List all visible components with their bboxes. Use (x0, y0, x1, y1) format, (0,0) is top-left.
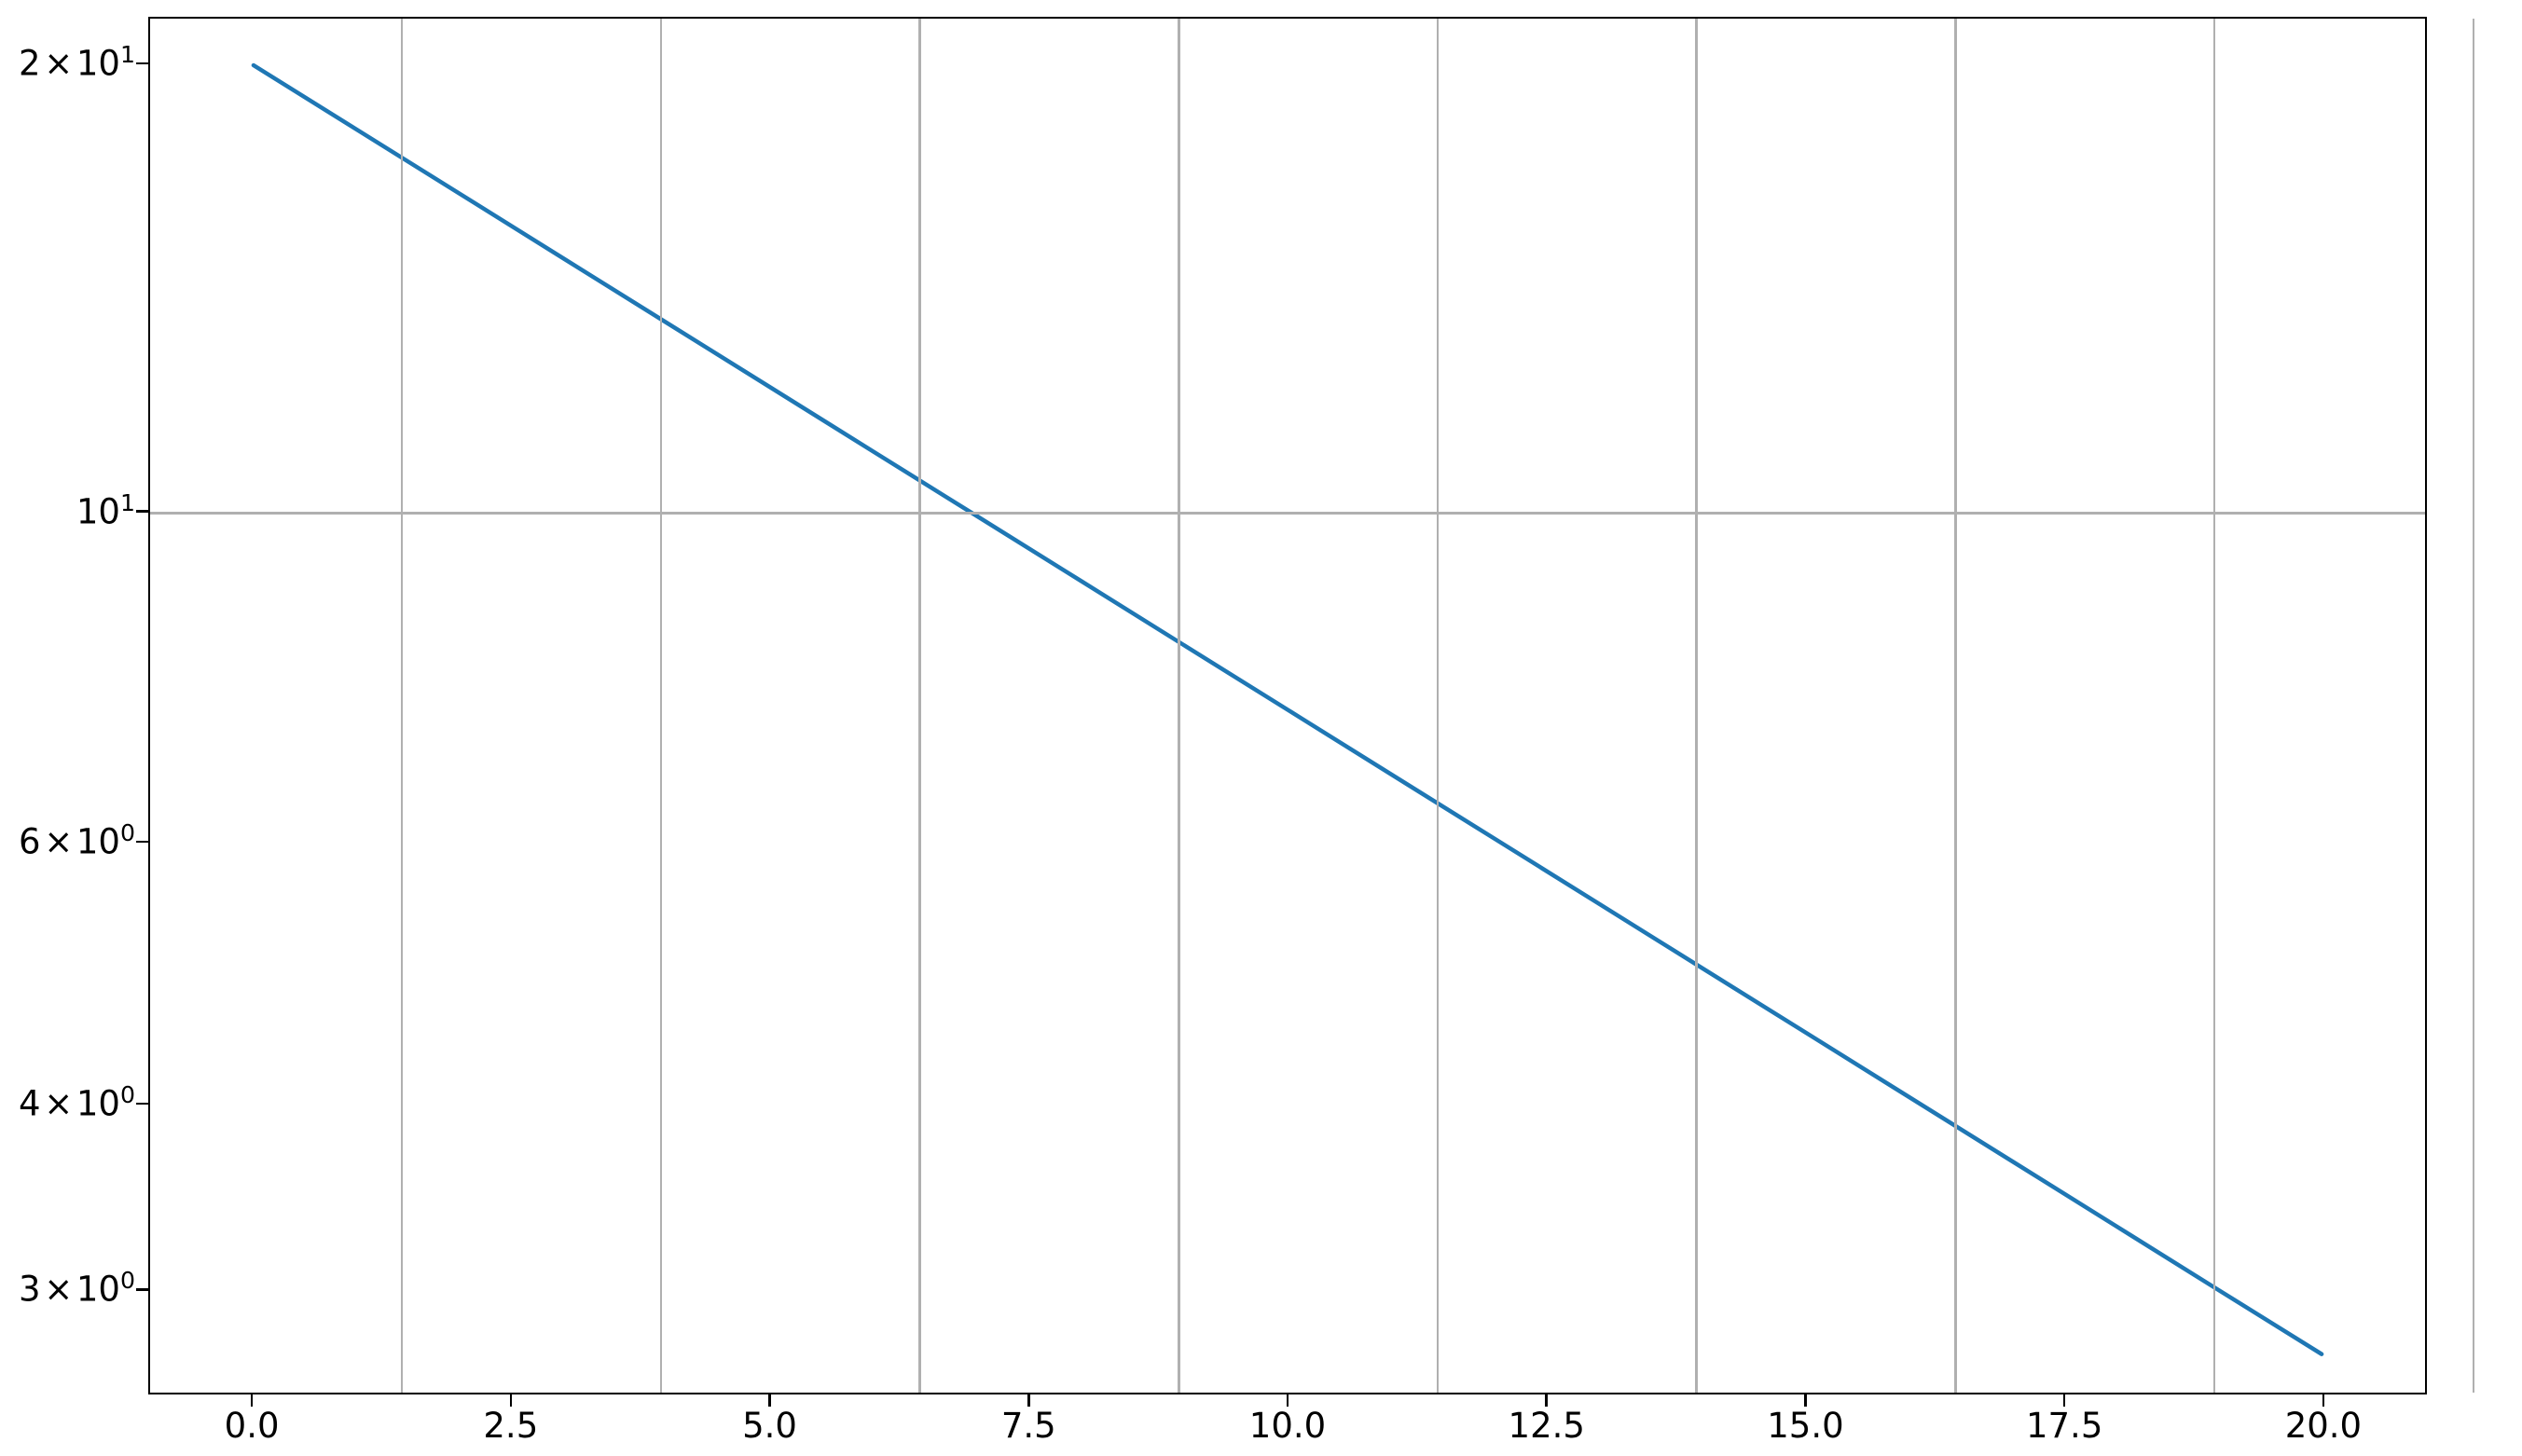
y-tick-mark (136, 510, 148, 513)
x-tick-label: 7.5 (1000, 1406, 1056, 1446)
y-tick-exponent: 0 (119, 1267, 135, 1295)
x-tick-label: 17.5 (2025, 1406, 2103, 1446)
x-tick-label: 12.5 (1508, 1406, 1585, 1446)
multiplication-sign-icon: × (44, 1269, 74, 1310)
y-tick-base: 10 (76, 491, 120, 532)
y-tick-exponent: 1 (119, 41, 135, 69)
gridline-vertical (918, 19, 921, 1393)
x-tick-label: 5.0 (742, 1406, 797, 1446)
y-tick-base: 10 (76, 1269, 120, 1310)
x-tick-label: 20.0 (2284, 1406, 2363, 1446)
x-tick-label: 15.0 (1767, 1406, 1844, 1446)
gridline-vertical (400, 19, 404, 1393)
y-tick-base: 10 (76, 821, 120, 862)
x-tick-mark (1804, 1394, 1807, 1407)
y-tick-mark (136, 1288, 148, 1291)
x-tick-label: 0.0 (224, 1406, 280, 1446)
y-tick-label: 4×100 (18, 1083, 135, 1124)
x-tick-label: 10.0 (1248, 1406, 1327, 1446)
multiplication-sign-icon: × (44, 1083, 74, 1124)
y-tick-mark (136, 1102, 148, 1106)
x-tick-mark (1027, 1394, 1030, 1407)
x-tick-mark (2062, 1394, 2066, 1407)
y-tick-mantissa: 2 (18, 43, 41, 84)
y-tick-mark (136, 840, 148, 844)
gridline-horizontal (150, 512, 2425, 515)
x-tick-mark (509, 1394, 513, 1407)
gridline-vertical (659, 19, 663, 1393)
y-tick-label: 2×101 (18, 43, 135, 84)
x-tick-mark (768, 1394, 771, 1407)
y-tick-exponent: 0 (119, 1081, 135, 1109)
y-tick-mantissa: 4 (18, 1083, 41, 1124)
x-tick-mark (1286, 1394, 1289, 1407)
y-tick-base: 10 (76, 1083, 120, 1124)
y-tick-exponent: 0 (119, 818, 135, 846)
plot-axes-area (148, 17, 2475, 1394)
data-line-exponential-decay (251, 62, 2324, 1356)
x-tick-mark (250, 1394, 254, 1407)
y-tick-exponent: 1 (119, 488, 135, 516)
y-tick-mantissa: 3 (18, 1269, 41, 1310)
gridline-vertical (1954, 19, 1957, 1393)
gridline-vertical (1177, 19, 1180, 1393)
gridline-vertical (2472, 19, 2475, 1393)
x-tick-mark (2322, 1394, 2325, 1407)
y-tick-mantissa: 6 (18, 821, 41, 862)
multiplication-sign-icon: × (44, 43, 74, 84)
gridline-vertical (1436, 19, 1440, 1393)
multiplication-sign-icon: × (44, 821, 74, 862)
x-tick-label: 2.5 (483, 1406, 539, 1446)
gridline-vertical (2212, 19, 2216, 1393)
x-tick-mark (1545, 1394, 1549, 1407)
data-line-layer (251, 62, 2324, 1356)
gridline-vertical (1695, 19, 1699, 1393)
y-tick-label: 6×100 (18, 821, 135, 862)
y-tick-label: 101 (76, 491, 135, 532)
y-tick-base: 10 (76, 43, 120, 84)
y-tick-mark (136, 62, 148, 65)
y-tick-label: 3×100 (18, 1269, 135, 1310)
